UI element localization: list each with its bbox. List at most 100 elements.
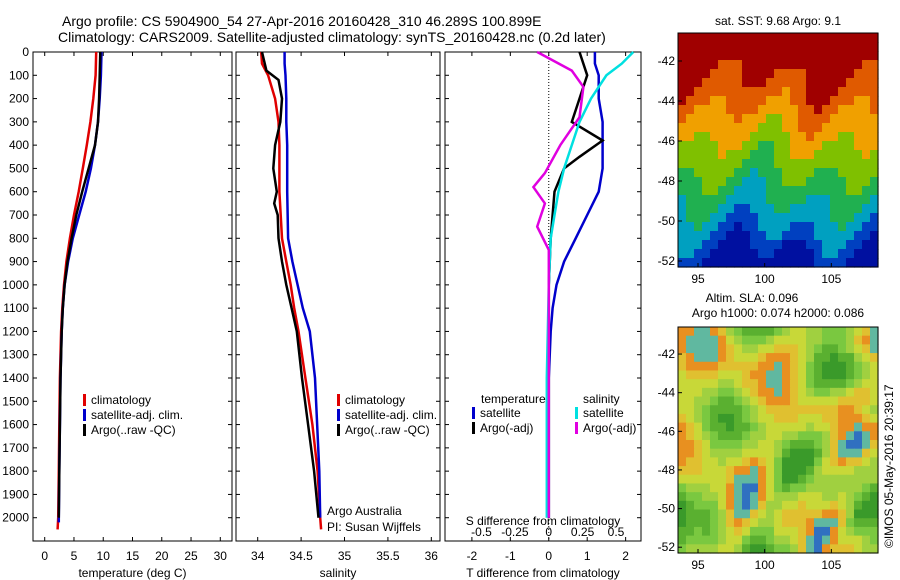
salinity-legend-swatch [337, 409, 340, 421]
map-cell [870, 526, 879, 537]
map-cell [702, 335, 711, 345]
map-cell [702, 105, 711, 115]
map-cell [782, 177, 791, 187]
map-cell [694, 105, 703, 115]
map-frame [677, 326, 879, 554]
map-cell [718, 509, 727, 519]
map-cell [702, 204, 711, 214]
map-cell [790, 422, 799, 432]
map-cell [870, 396, 879, 406]
map-cell [782, 387, 791, 398]
map-cell [814, 405, 823, 415]
map-lat-label: -50 [658, 502, 676, 516]
map-cell [750, 177, 759, 187]
map-cell [710, 361, 719, 372]
map-cell [822, 535, 831, 545]
map-cell [686, 335, 695, 345]
map-cell [750, 413, 759, 424]
map-cell [798, 483, 807, 493]
map-cell [870, 492, 879, 502]
temperature-tick-label: 15 [126, 549, 140, 563]
map-cell [854, 222, 863, 232]
map-cell [814, 344, 823, 354]
map-cell [726, 114, 735, 124]
map-cell [686, 177, 695, 187]
map-cell [806, 500, 815, 511]
map-cell [694, 327, 703, 337]
map-cell [702, 177, 711, 187]
map-cell [854, 500, 863, 511]
map-cell [798, 405, 807, 415]
map-cell [822, 440, 831, 450]
map-cell [830, 78, 839, 88]
map-cell [838, 150, 847, 160]
map-cell [774, 440, 783, 450]
map-cell [790, 105, 799, 115]
map-cell [830, 344, 839, 354]
map-cell [806, 195, 815, 205]
map-cell [782, 69, 791, 79]
temperature-legend-label: Argo(..raw -QC) [91, 423, 176, 437]
map-cell [830, 240, 839, 250]
map-cell [782, 353, 791, 363]
map-cell [718, 105, 727, 115]
map-cell [702, 249, 711, 259]
map-cell [806, 535, 815, 545]
map-cell [694, 249, 703, 259]
map-lon-label: 95 [691, 272, 705, 286]
map-cell [838, 42, 847, 52]
map-cell [782, 231, 791, 241]
map-cell [854, 204, 863, 214]
map-cell [734, 396, 743, 406]
map-cell [750, 60, 759, 70]
map-cell [830, 370, 839, 380]
map-cell [694, 379, 703, 389]
tdiff-tick-label: 2 [622, 549, 629, 563]
map-cell [766, 195, 775, 205]
map-cell [742, 114, 751, 124]
map-cell [854, 353, 863, 363]
map-cell [814, 87, 823, 97]
depth-tick-label: 800 [9, 231, 29, 245]
map-cell [742, 249, 751, 259]
map-cell [854, 150, 863, 160]
map-cell [838, 51, 847, 61]
map-cell [862, 405, 871, 415]
map-cell [710, 492, 719, 502]
map-cell [822, 448, 831, 458]
map-cell [702, 150, 711, 160]
map-cell [822, 413, 831, 424]
map-cell [678, 387, 687, 398]
map-cell [822, 141, 831, 151]
map-cell [814, 168, 823, 178]
map-cell [798, 422, 807, 432]
temperature-legend-label: satellite-adj. clim. [91, 408, 183, 422]
map-cell [678, 168, 687, 178]
map-cell [750, 42, 759, 52]
map-cell [694, 60, 703, 70]
map-cell [822, 431, 831, 441]
map-cell [718, 422, 727, 432]
map-cell [822, 327, 831, 337]
map-cell [726, 177, 735, 187]
map-cell [782, 51, 791, 61]
map-cell [718, 535, 727, 545]
sdiff-tick-label: 0.5 [608, 525, 625, 539]
map-cell [766, 492, 775, 502]
diff-legend-temperature-label: Argo(-adj) [480, 421, 533, 435]
map-cell [838, 405, 847, 415]
map-cell [790, 544, 799, 554]
map-cell [742, 431, 751, 441]
map-cell [814, 231, 823, 241]
map-cell [726, 500, 735, 511]
map-lat-label: -52 [658, 254, 676, 268]
map-cell [702, 168, 711, 178]
map-cell [782, 258, 791, 268]
map-cell [838, 60, 847, 70]
map-cell [694, 518, 703, 528]
map-cell [798, 141, 807, 151]
map-cell [742, 105, 751, 115]
map-cell [814, 474, 823, 485]
map-cell [846, 42, 855, 52]
depth-tick-label: 1500 [2, 394, 29, 408]
